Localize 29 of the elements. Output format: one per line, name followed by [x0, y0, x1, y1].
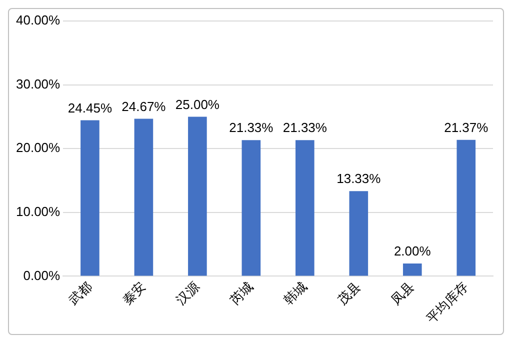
data-label: 24.67% [122, 98, 166, 114]
y-tick-label: 20.00% [16, 140, 61, 156]
y-tick-label: 0.00% [23, 268, 61, 283]
y-tick-label: 30.00% [16, 76, 61, 92]
bar [80, 120, 100, 276]
data-label: 21.33% [229, 120, 274, 136]
bar [402, 263, 422, 276]
bar [188, 116, 207, 276]
x-tick-label: 茂县 [334, 278, 364, 308]
bar [296, 140, 314, 276]
x-tick-label: 秦安 [119, 278, 148, 308]
y-tick-label: 10.00% [16, 204, 61, 219]
x-tick-label: 芮城 [226, 278, 256, 308]
data-label: 21.33% [282, 120, 328, 136]
x-tick-label: 韩城 [280, 278, 310, 308]
x-tick-label: 平均库存 [423, 278, 471, 326]
bar [456, 140, 476, 276]
bar [242, 140, 261, 276]
bar [134, 118, 154, 276]
data-label: 25.00% [175, 96, 220, 112]
x-tick-label: 汉源 [173, 278, 202, 308]
x-tick-label: 凤县 [388, 278, 418, 308]
data-label: 21.37% [444, 120, 489, 135]
data-label: 24.45% [68, 100, 112, 116]
x-tick-label: 武都 [66, 278, 95, 308]
data-label: 13.33% [336, 171, 382, 186]
bar [349, 191, 368, 276]
y-tick-label: 40.00% [16, 12, 61, 28]
data-label: 2.00% [394, 244, 432, 259]
